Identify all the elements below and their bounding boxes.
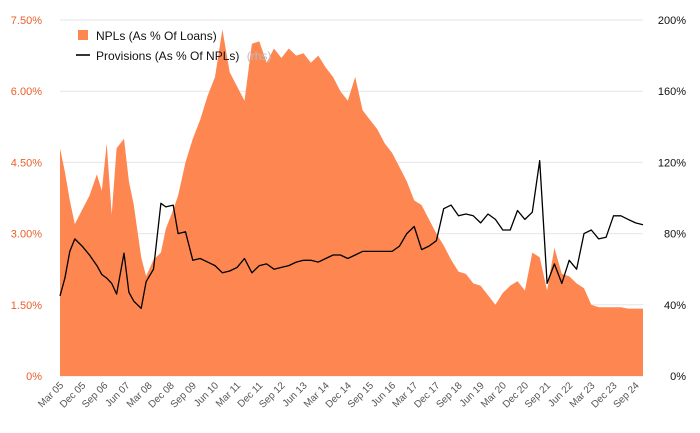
- x-axis-tick-label: Sep 15: [346, 380, 376, 410]
- left-axis: 0% 1.50% 3.00% 4.50% 6.00% 7.50%: [11, 15, 42, 383]
- left-axis-tick-label: 4.50%: [11, 157, 42, 169]
- provisions-line-series: [59, 159, 644, 310]
- legend-provisions-label-text: Provisions (As % Of NPLs): [96, 49, 239, 63]
- right-axis-tick-label: 200%: [658, 15, 686, 27]
- x-axis-tick-label: Sep 06: [80, 380, 110, 410]
- left-axis-tick-label: 6.00%: [11, 86, 42, 98]
- right-axis: 0% 40% 80% 120% 160% 200%: [658, 15, 686, 383]
- x-axis-tick-label: Sep 09: [169, 380, 199, 410]
- npl-area-series: [60, 29, 643, 376]
- right-axis-tick-label: 0%: [670, 371, 686, 383]
- x-axis-tick-label: Sep 12: [257, 380, 287, 410]
- right-axis-tick-label: 40%: [664, 300, 686, 312]
- legend-provisions-suffix: (rhs): [247, 49, 272, 63]
- right-axis-tick-label: 120%: [658, 157, 686, 169]
- x-axis-tick-label: Sep 21: [523, 380, 553, 410]
- left-axis-tick-label: 7.50%: [11, 15, 42, 27]
- left-axis-tick-label: 0%: [26, 371, 42, 383]
- legend-npl-swatch: [78, 30, 88, 40]
- left-axis-tick-label: 1.50%: [11, 300, 42, 312]
- legend-provisions-label: Provisions (As % Of NPLs) (rhs): [96, 49, 271, 63]
- x-axis-tick-label: Sep 18: [434, 380, 464, 410]
- provisions-line-layer: [59, 159, 644, 310]
- legend: NPLs (As % Of Loans) Provisions (As % Of…: [76, 29, 271, 63]
- left-axis-tick-label: 3.00%: [11, 229, 42, 241]
- legend-npl-label: NPLs (As % Of Loans): [96, 29, 217, 43]
- right-axis-tick-label: 160%: [658, 86, 686, 98]
- npl-area-layer: [60, 29, 643, 376]
- x-axis-tick-label: Sep 24: [612, 380, 642, 410]
- right-axis-tick-label: 80%: [664, 229, 686, 241]
